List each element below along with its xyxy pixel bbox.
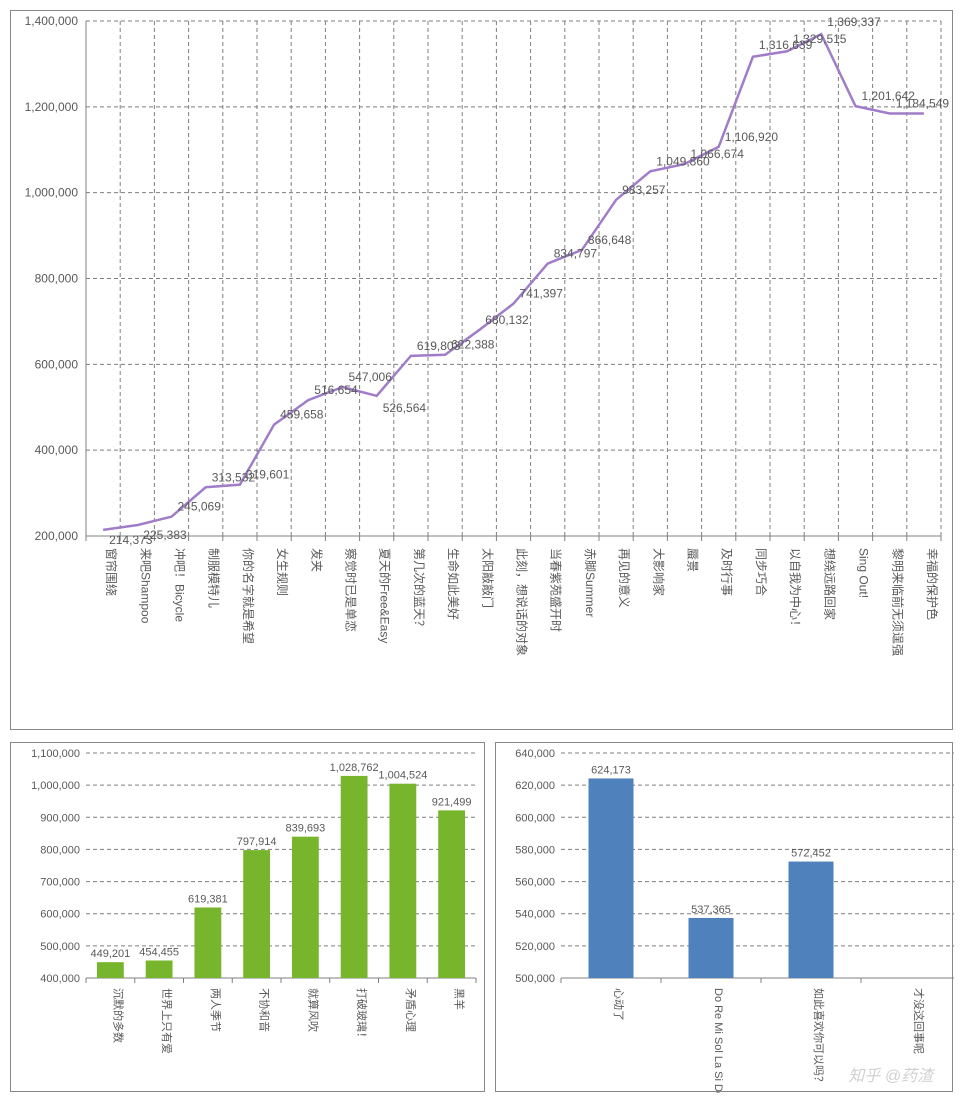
svg-text:800,000: 800,000 [40,844,80,856]
svg-text:449,201: 449,201 [90,948,130,960]
svg-text:700,000: 700,000 [40,877,80,889]
svg-text:600,000: 600,000 [35,357,79,371]
svg-text:1,000,000: 1,000,000 [31,780,80,792]
svg-text:1,106,920: 1,106,920 [725,130,779,144]
svg-text:夏天的Free&Easy: 夏天的Free&Easy [378,548,393,643]
svg-text:319,601: 319,601 [246,468,290,482]
svg-text:黑羊: 黑羊 [453,988,467,1010]
svg-text:及时行事: 及时行事 [720,548,734,596]
line-chart-svg: 200,000 400,000 600,000 800,000 1,000,000 1,2… [11,11,954,731]
svg-text:454,455: 454,455 [139,946,179,958]
svg-text:蜃景: 蜃景 [686,548,700,572]
bar-chart-green: 400,000 500,000 600,000 700,000 800,000 900,0… [10,742,485,1092]
svg-text:同步巧合: 同步巧合 [754,548,769,596]
svg-text:你的名字就是希望: 你的名字就是希望 [241,548,256,644]
bar-chart-blue-svg: 500,000 520,000 540,000 560,000 580,000 600,0… [496,743,954,1093]
svg-text:窗帘围绕: 窗帘围绕 [104,548,119,596]
svg-text:624,173: 624,173 [591,764,631,776]
svg-text:834,797: 834,797 [554,247,598,261]
svg-text:如此喜欢你可以吗？: 如此喜欢你可以吗？ [812,988,826,1087]
svg-text:839,693: 839,693 [285,823,325,835]
svg-text:500,000: 500,000 [40,941,80,953]
svg-text:1,329,515: 1,329,515 [793,32,847,46]
svg-text:921,499: 921,499 [432,796,472,808]
svg-text:1,400,000: 1,400,000 [25,14,79,28]
svg-text:800,000: 800,000 [35,272,79,286]
svg-text:547,006: 547,006 [349,370,393,384]
svg-text:Sing Out!: Sing Out! [857,548,871,598]
svg-text:再见的意义: 再见的意义 [617,548,632,608]
svg-text:580,000: 580,000 [515,844,555,856]
svg-text:第几次的蓝天？: 第几次的蓝天？ [412,548,427,632]
svg-text:1,184,549: 1,184,549 [896,96,950,110]
svg-text:就算风吹: 就算风吹 [306,988,320,1032]
svg-text:生命如此美好: 生命如此美好 [446,548,461,620]
svg-text:两人季节: 两人季节 [209,988,222,1032]
svg-text:1,004,524: 1,004,524 [378,770,427,782]
svg-text:大影响家: 大影响家 [651,548,666,596]
svg-text:640,000: 640,000 [515,748,555,760]
svg-text:500,000: 500,000 [515,973,555,985]
svg-text:619,381: 619,381 [188,893,228,905]
svg-text:741,397: 741,397 [520,287,564,301]
svg-text:以自我为中心！: 以自我为中心！ [788,548,803,632]
svg-text:866,648: 866,648 [588,233,632,247]
svg-text:黎明来临前无须逞强: 黎明来临前无须逞强 [891,548,906,656]
svg-text:世界上只有爱: 世界上只有爱 [160,988,174,1054]
svg-text:680,132: 680,132 [485,313,529,327]
svg-text:620,000: 620,000 [515,780,555,792]
svg-text:622,388: 622,388 [451,338,495,352]
svg-text:1,200,000: 1,200,000 [25,100,79,114]
svg-text:400,000: 400,000 [40,973,80,985]
svg-text:1,066,674: 1,066,674 [691,147,745,161]
svg-text:矛盾心理: 矛盾心理 [404,988,417,1032]
svg-text:1,000,000: 1,000,000 [25,186,79,200]
svg-text:1,028,762: 1,028,762 [330,762,379,774]
svg-text:459,658: 459,658 [280,408,324,422]
svg-text:516,654: 516,654 [314,383,358,397]
svg-text:1,369,337: 1,369,337 [827,15,881,29]
svg-text:400,000: 400,000 [35,443,79,457]
svg-text:Do Re Mi Sol La Si Do: Do Re Mi Sol La Si Do [712,988,724,1093]
svg-text:冲吧！Bicycle: 冲吧！Bicycle [173,548,188,622]
svg-text:幸福的保护色: 幸福的保护色 [925,548,940,620]
svg-text:540,000: 540,000 [515,909,555,921]
svg-text:当春紫苑盛开时: 当春紫苑盛开时 [549,548,564,632]
svg-text:发夹: 发夹 [309,548,324,572]
svg-text:537,365: 537,365 [691,904,731,916]
svg-text:245,069: 245,069 [178,500,222,514]
svg-text:520,000: 520,000 [515,941,555,953]
svg-text:797,914: 797,914 [237,836,277,848]
line-chart: 200,000 400,000 600,000 800,000 1,000,000 1,2… [10,10,953,730]
svg-text:制服模特儿: 制服模特儿 [207,548,222,608]
svg-text:200,000: 200,000 [35,529,79,543]
svg-text:不协和音: 不协和音 [258,988,272,1032]
svg-text:600,000: 600,000 [515,812,555,824]
svg-text:想绕远路回家: 想绕远路回家 [822,548,837,620]
svg-text:来吧Shampoo: 来吧Shampoo [138,548,152,624]
svg-text:560,000: 560,000 [515,877,555,889]
svg-text:察觉时已是单恋: 察觉时已是单恋 [344,548,359,632]
svg-text:心动了: 心动了 [612,988,625,1021]
svg-text:983,257: 983,257 [622,183,666,197]
bar-chart-green-svg: 400,000 500,000 600,000 700,000 800,000 900,0… [11,743,486,1093]
svg-text:太阳敲敲门: 太阳敲敲门 [480,548,495,608]
svg-text:女生规则: 女生规则 [275,548,290,596]
svg-text:600,000: 600,000 [40,909,80,921]
svg-text:526,564: 526,564 [383,401,427,415]
svg-text:才没这回事呢: 才没这回事呢 [912,988,926,1054]
bottom-charts-row: 400,000 500,000 600,000 700,000 800,000 900,0… [10,742,953,1092]
svg-text:赤脚Summer: 赤脚Summer [583,548,598,617]
svg-text:打破玻璃！: 打破玻璃！ [355,988,369,1043]
svg-text:225,383: 225,383 [143,528,187,542]
svg-text:900,000: 900,000 [40,812,80,824]
svg-text:沉默的多数: 沉默的多数 [111,988,125,1043]
svg-text:572,452: 572,452 [791,848,831,860]
svg-text:1,100,000: 1,100,000 [31,748,80,760]
bar-chart-blue: 500,000 520,000 540,000 560,000 580,000 600,0… [495,742,953,1092]
svg-text:此刻，想说话的对象: 此刻，想说话的对象 [515,548,530,656]
